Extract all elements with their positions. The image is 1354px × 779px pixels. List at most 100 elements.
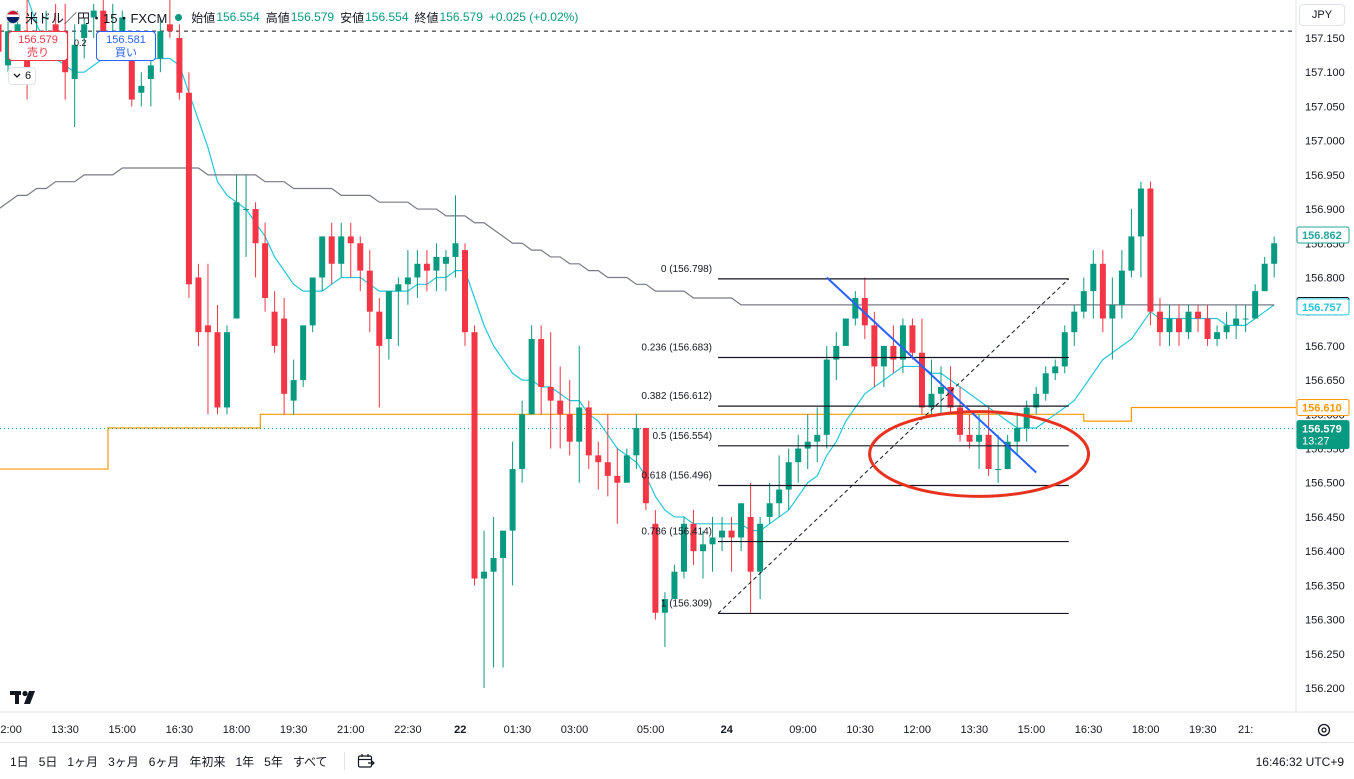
price-tick-label: 156.800 [1305,272,1345,284]
candle-body [833,345,840,360]
fib-trend-dashed-line [717,278,1070,614]
candle-body [433,256,440,271]
candle-body [100,10,107,38]
candle-body [252,209,259,244]
candle-body [214,332,221,408]
candle-body [1176,318,1182,333]
candle-body [500,530,507,558]
price-tick-label: 156.450 [1305,512,1345,524]
sell-label: 売り [27,47,49,59]
candle-body [157,31,164,59]
clock-timezone[interactable]: 16:46:32 UTC+9 [1255,755,1344,769]
candle-body [166,24,173,32]
range-6m[interactable]: 6ヶ月 [148,754,180,769]
candle-body [890,345,897,360]
candle-body [423,263,430,271]
candle-body [757,523,764,572]
sell-price: 156.579 [18,34,58,46]
candle-body [880,345,887,367]
tradingview-logo-icon[interactable] [10,690,40,706]
fib-level-label: 0.382 (156.612) [641,391,712,402]
candle-body [519,414,526,470]
time-tick-label: 18:00 [223,724,251,736]
candle-body [918,352,925,408]
candle-body [290,380,297,401]
price-axis-label-box [1296,298,1350,316]
candle-body [585,407,592,456]
range-ytd[interactable]: 年初来 [189,754,226,769]
buy-label: 買い [115,47,137,59]
fib-level-label: 0.618 (156.496) [641,470,712,481]
symbol-title[interactable]: 米ドル／円・15・FXCM [25,10,168,26]
buy-button[interactable]: 156.581 買い [96,31,156,61]
price-tick-label: 156.700 [1305,341,1345,353]
candle-body [728,530,735,538]
time-tick-label: 15:00 [109,724,137,736]
candle-body [404,277,411,285]
indicators-toggle-button[interactable]: 6 [8,67,36,85]
price-tick-label: 156.950 [1305,170,1345,182]
time-tick-label: 10:30 [846,724,874,736]
candle-body [338,236,345,264]
candle-body [1014,428,1021,442]
candle-body [128,51,135,100]
price-tick-label: 157.100 [1305,67,1345,79]
candle-body [538,339,545,387]
candle-body [1099,263,1106,319]
candle-body [852,298,859,319]
candle-body [804,441,811,449]
price-chart[interactable]: 157.150 157.100 157.050 157.000 156.950 156.9… [0,0,1354,742]
time-tick-label: 21:00 [337,724,365,736]
countdown-label: 13:27 [1302,436,1330,448]
low-label: 安値 [340,10,365,25]
settings-gear-icon[interactable] [1316,722,1332,738]
candle-body [1004,441,1011,470]
price-tick-label: 156.300 [1305,615,1345,627]
candle-body [147,65,154,80]
toolbar-divider [343,752,345,770]
range-5y[interactable]: 5年 [264,754,283,769]
currency-button[interactable]: JPY [1299,4,1345,26]
candle-body [243,209,250,211]
candle-body [823,359,830,435]
time-tick-label: 19:30 [280,724,308,736]
candle-body [1252,291,1259,319]
range-1m[interactable]: 1ヶ月 [67,754,99,769]
time-tick-label: 19:30 [1189,724,1217,736]
candle-body [795,448,802,463]
candle-body [576,407,583,442]
time-tick-label: 16:30 [1075,724,1103,736]
candle-body [566,414,573,442]
fib-level-label: 0 (156.798) [661,264,712,275]
candle-body [671,571,678,600]
candle-body [138,85,145,93]
candle-body [595,455,602,463]
candle-body [947,386,954,408]
candle-body [43,17,50,19]
range-3m[interactable]: 3ヶ月 [108,754,139,769]
range-1y[interactable]: 1年 [235,754,255,769]
candle-body [233,202,240,319]
candle-body [995,469,1002,471]
range-1d[interactable]: 1日 [10,754,29,769]
candle-body [1204,318,1211,340]
candle-body [928,393,935,408]
candle-body [347,236,354,244]
candle-body [90,10,97,18]
price-tick-label: 156.250 [1305,649,1345,661]
candle-body [690,523,697,552]
range-5d[interactable]: 5日 [38,754,58,769]
range-all[interactable]: すべて [292,754,328,769]
candle-body [176,38,183,93]
open-label: 始値 [191,10,216,25]
market-status-icon [175,13,183,21]
candle-body [1109,304,1116,319]
candle-body [1156,311,1163,333]
candle-body [976,434,983,442]
time-tick-label: 24 [721,724,734,736]
candle-body [1147,188,1154,312]
plot-area[interactable] [0,0,1322,688]
time-tick-label: 18:00 [1132,724,1160,736]
goto-date-calendar-icon[interactable] [357,753,375,769]
sell-button[interactable]: 156.579 売り [8,31,68,61]
